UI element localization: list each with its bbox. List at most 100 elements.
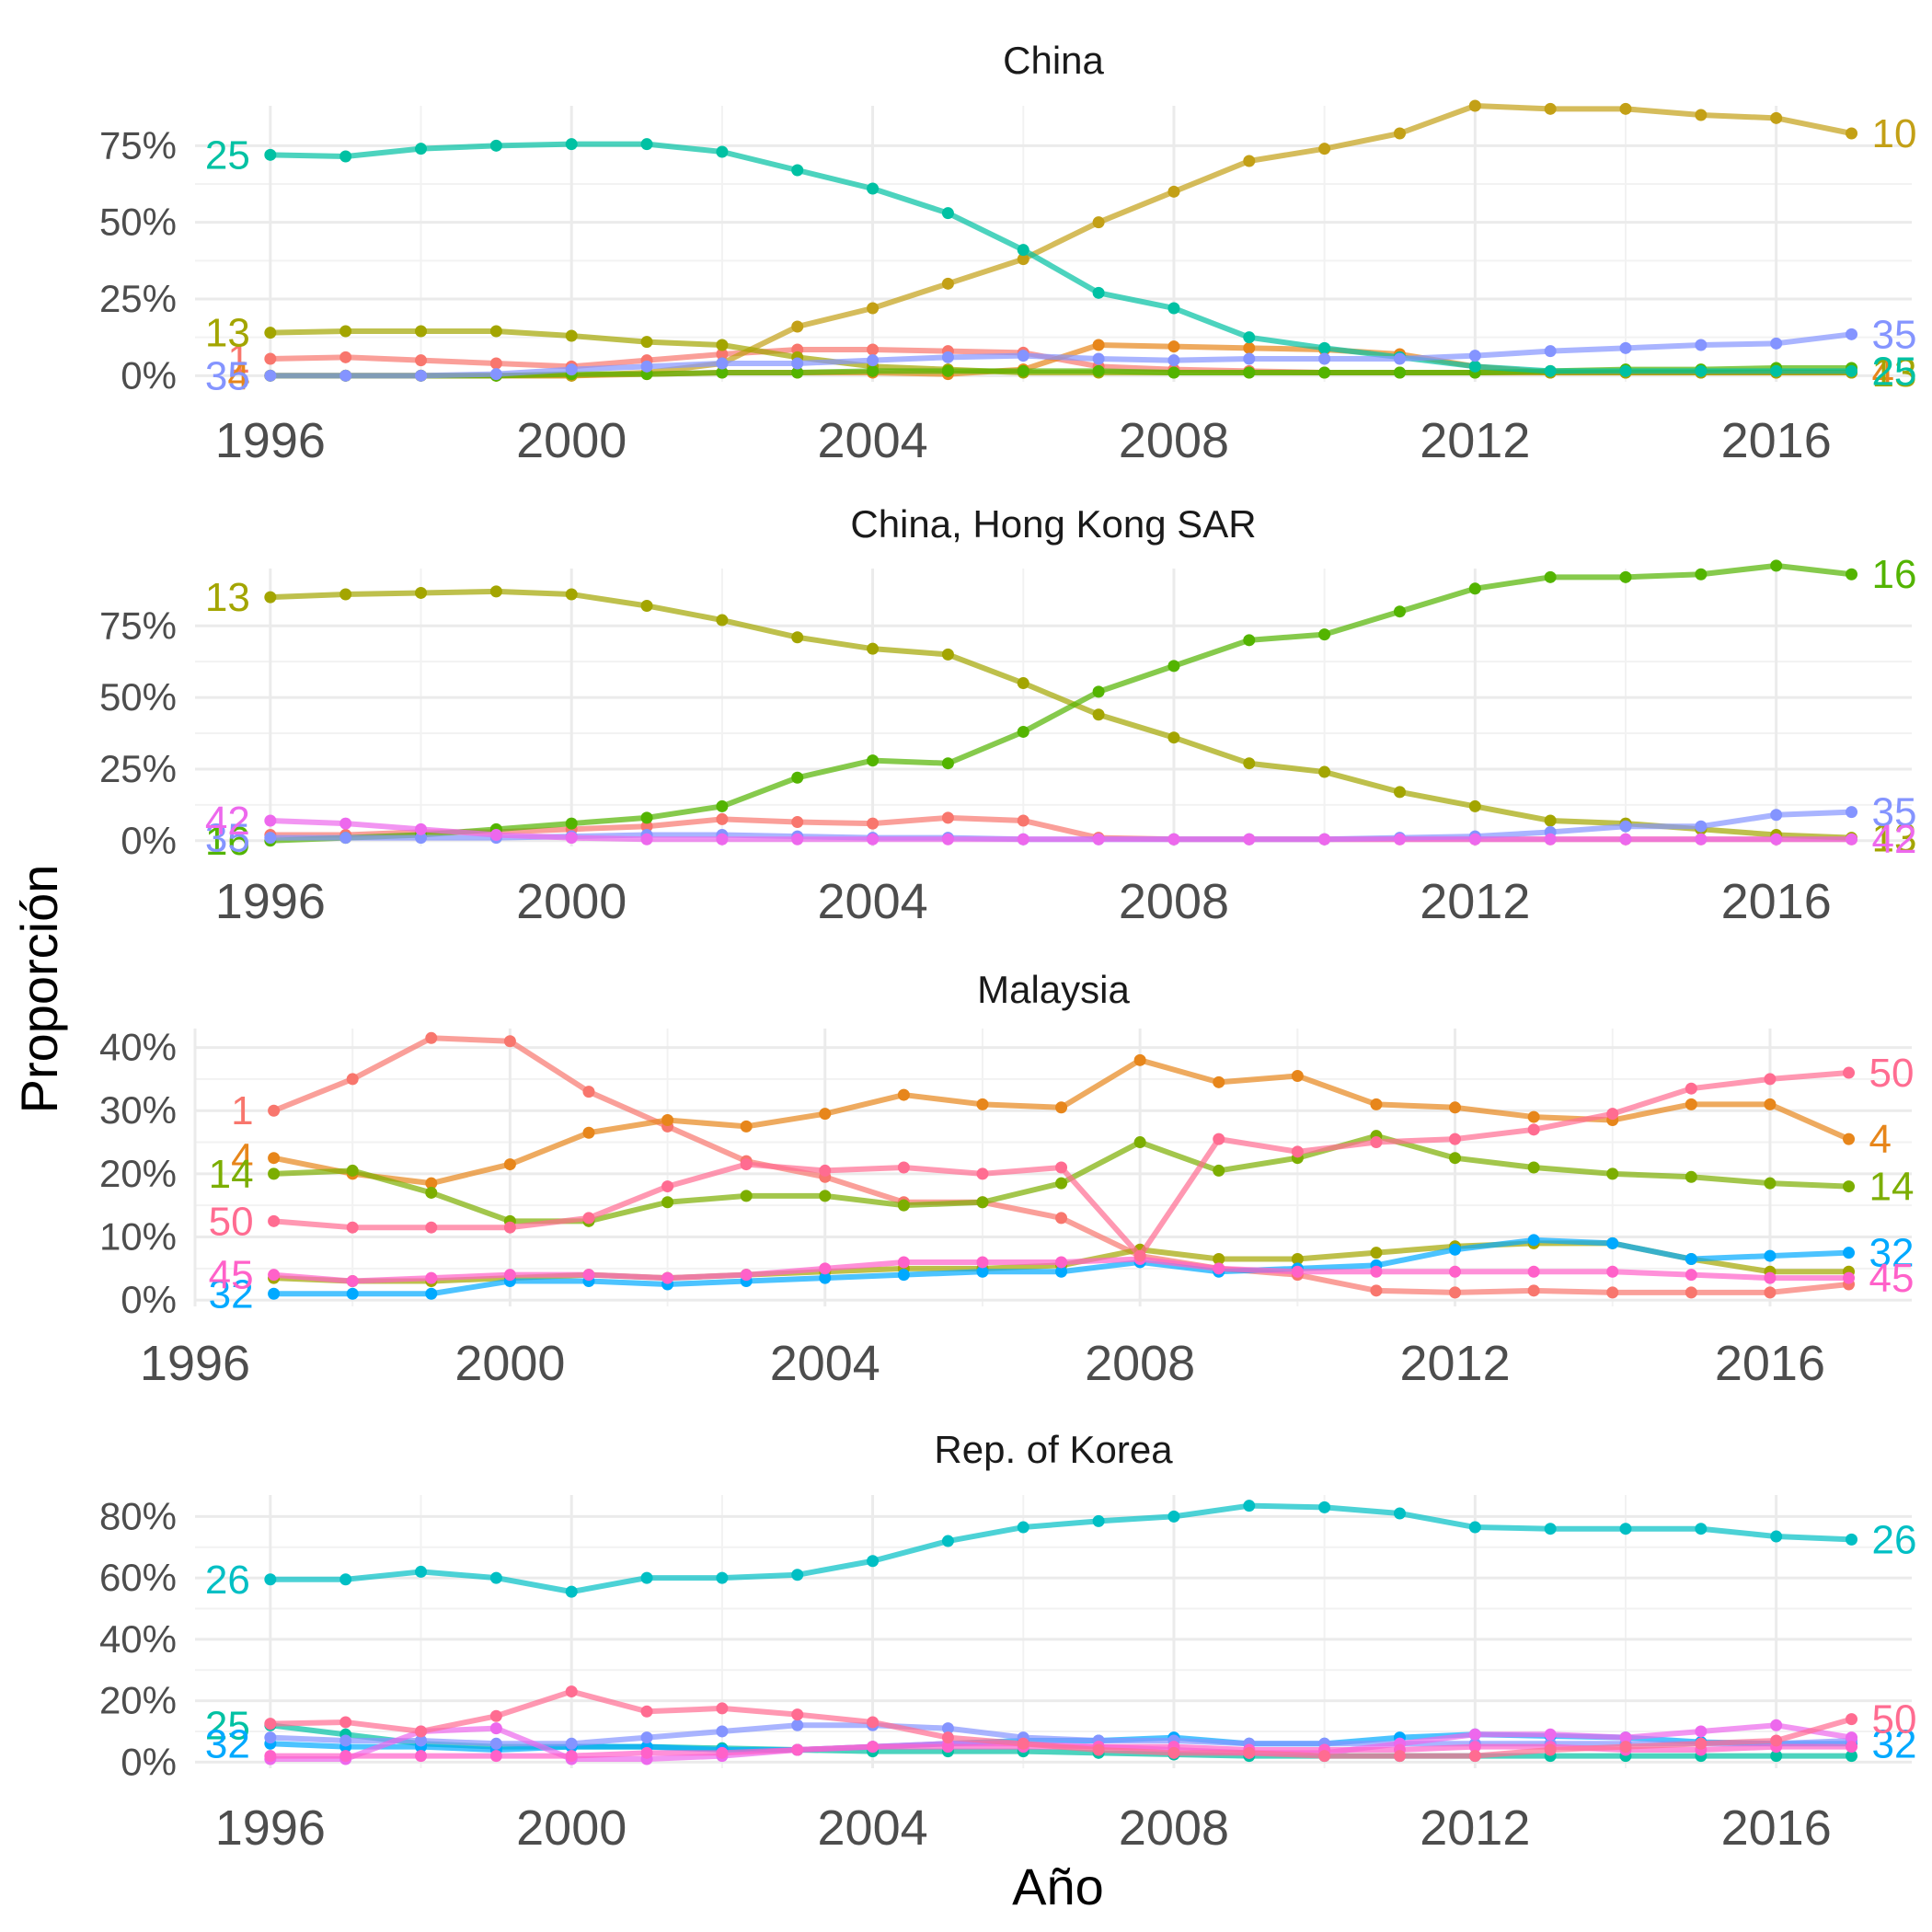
data-point	[264, 1731, 277, 1744]
data-point	[346, 1287, 359, 1300]
data-point	[503, 1035, 516, 1048]
data-point	[582, 1269, 595, 1282]
data-point	[1449, 1101, 1462, 1114]
data-point	[941, 207, 954, 220]
data-point	[489, 325, 502, 338]
data-point	[1167, 660, 1180, 673]
x-tick-label: 1996	[215, 1800, 326, 1856]
data-point	[1770, 559, 1783, 572]
series-end-label: 42	[1872, 817, 1917, 862]
panel-1: China 0% 25% 50% 75% 1996 2000 2004 2008 2012 2016…	[99, 39, 1917, 468]
data-point	[1213, 1133, 1225, 1145]
data-point	[346, 1164, 359, 1177]
data-point	[1544, 345, 1557, 358]
x-tick-label: 2008	[1119, 1800, 1229, 1856]
data-point	[1370, 1265, 1383, 1278]
data-point	[1606, 1265, 1619, 1278]
data-point	[1055, 1256, 1068, 1269]
data-point	[791, 164, 804, 177]
data-point	[1055, 1265, 1068, 1278]
data-point	[1468, 360, 1481, 373]
data-point	[1393, 605, 1406, 618]
x-tick-label: 2016	[1721, 874, 1832, 929]
data-point	[1318, 628, 1331, 641]
data-point	[1017, 350, 1029, 362]
data-point	[1167, 366, 1180, 379]
panel-title: China	[1003, 39, 1104, 82]
data-point	[941, 1535, 954, 1547]
data-point	[425, 1031, 438, 1044]
x-tick-label: 2000	[454, 1336, 565, 1391]
data-point	[897, 1161, 910, 1174]
x-tick-label: 2000	[516, 413, 627, 468]
y-tick-label: 0%	[121, 1740, 177, 1783]
panel-4: Rep. of Korea 0% 20% 40% 60% 80% 1996 2000 2004 2…	[99, 1428, 1917, 1856]
data-point	[1764, 1177, 1777, 1190]
y-axis-title: Proporción	[10, 865, 68, 1114]
data-point	[1017, 253, 1029, 266]
y-tick-label: 25%	[99, 277, 177, 320]
series-start-label: 32	[205, 1721, 250, 1766]
series-line	[267, 588, 1855, 841]
x-tick-label: 2012	[1420, 413, 1530, 468]
data-point	[1318, 366, 1331, 379]
data-point	[1544, 1743, 1557, 1756]
series-end-label: 16	[1872, 552, 1917, 597]
data-point	[1449, 1152, 1462, 1165]
x-tick-label: 1996	[215, 874, 326, 929]
data-point	[425, 1271, 438, 1284]
data-point	[1468, 833, 1481, 845]
data-point	[1619, 833, 1632, 845]
data-point	[897, 1269, 910, 1282]
data-point	[1243, 634, 1256, 647]
data-point	[1055, 1101, 1068, 1114]
series-start-label: 32	[209, 1271, 254, 1317]
data-point	[1468, 1728, 1481, 1741]
data-point	[791, 631, 804, 644]
y-tick-label: 20%	[99, 1152, 177, 1195]
data-point	[819, 1108, 832, 1121]
data-point	[941, 351, 954, 363]
panel-3: Malaysia 0% 10% 20% 30% 40% 1996 2000 2004 2008 20…	[99, 968, 1915, 1391]
data-point	[1846, 568, 1858, 581]
data-point	[1846, 1741, 1858, 1754]
data-point	[1243, 1746, 1256, 1759]
data-point	[264, 591, 277, 604]
data-point	[941, 648, 954, 661]
data-point	[264, 352, 277, 365]
data-point	[1770, 364, 1783, 377]
data-point	[489, 1722, 502, 1735]
series-end-label: 13	[1872, 816, 1917, 861]
data-point	[1764, 1073, 1777, 1086]
data-point	[1846, 833, 1858, 845]
data-point	[640, 820, 653, 833]
data-point	[1167, 185, 1180, 198]
data-point	[1685, 1082, 1697, 1095]
data-point	[582, 1126, 595, 1139]
data-point	[339, 150, 352, 163]
data-point	[941, 833, 954, 845]
data-point	[867, 833, 880, 845]
data-point	[1770, 1719, 1783, 1731]
series-end-label: 13	[1872, 351, 1917, 396]
series-line	[267, 817, 1855, 843]
data-point	[268, 1104, 281, 1117]
data-point	[339, 1716, 352, 1729]
data-point	[415, 586, 428, 599]
data-point	[941, 277, 954, 290]
series-25: 25 25	[205, 132, 1917, 394]
data-point	[1685, 1098, 1697, 1110]
data-point	[1370, 1247, 1383, 1259]
data-point	[425, 1287, 438, 1300]
data-point	[1055, 1212, 1068, 1225]
data-point	[640, 1731, 653, 1744]
data-point	[1291, 1265, 1304, 1278]
data-point	[819, 1164, 832, 1177]
data-point	[565, 588, 578, 601]
data-point	[640, 1571, 653, 1584]
data-point	[565, 329, 578, 342]
data-point	[1695, 1523, 1708, 1535]
y-tick-label: 0%	[121, 353, 177, 397]
data-point	[1291, 1145, 1304, 1158]
data-point	[565, 363, 578, 376]
